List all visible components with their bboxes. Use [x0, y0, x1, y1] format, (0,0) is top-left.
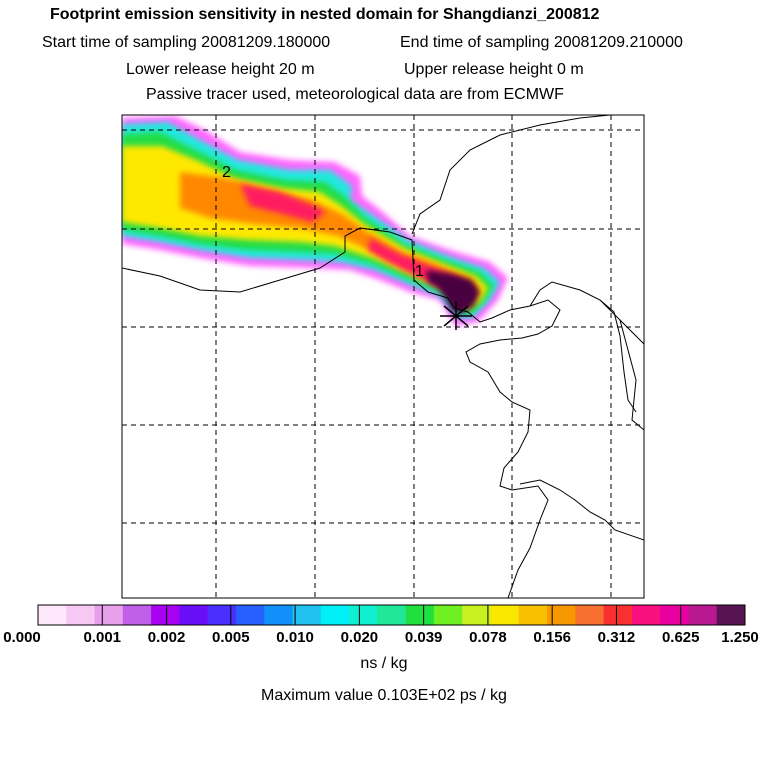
- receptor-marker: [440, 302, 472, 330]
- colorbar-swatch: [38, 605, 67, 625]
- colorbar-swatch: [179, 605, 209, 625]
- units-label: ns / kg: [360, 655, 408, 672]
- colorbar: [37, 604, 746, 626]
- colorbar-swatch: [688, 605, 718, 625]
- colorbar-tick-label: 0.000: [3, 629, 41, 646]
- colorbar-swatch: [490, 605, 520, 625]
- colorbar-tick-label: 0.010: [276, 629, 314, 646]
- tracer-note: Passive tracer used, meteorological data…: [146, 86, 564, 103]
- lat-lon-grid: [122, 115, 644, 598]
- coastlines: [122, 115, 644, 598]
- colorbar-swatch: [405, 605, 435, 625]
- colorbar-tick-label: 0.156: [533, 629, 571, 646]
- colorbar-swatch: [66, 605, 96, 625]
- upper-release-height: Upper release height 0 m: [404, 61, 584, 78]
- plume-layer-max: [426, 270, 480, 314]
- map-frame: [121, 114, 645, 599]
- colorbar-swatch: [518, 605, 548, 625]
- colorbar-swatch: [603, 605, 633, 625]
- colorbar-swatch: [433, 605, 463, 625]
- colorbar-tick-label: 0.002: [147, 629, 186, 646]
- chart-title: Footprint emission sensitivity in nested…: [50, 6, 600, 23]
- colorbar-swatch: [320, 605, 350, 625]
- colorbar-swatch: [462, 605, 491, 625]
- colorbar-tick-label: 0.020: [340, 629, 379, 646]
- start-time: Start time of sampling 20081209.180000: [42, 34, 331, 51]
- colorbar-swatch: [235, 605, 265, 625]
- colorbar-swatch: [292, 605, 322, 625]
- colorbar-tick-label: 0.001: [83, 629, 122, 646]
- colorbar-swatch: [349, 605, 378, 625]
- colorbar-swatch: [94, 605, 124, 625]
- colorbar-swatch: [122, 605, 152, 625]
- colorbar-swatch: [547, 605, 576, 625]
- colorbar-swatch: [716, 605, 746, 625]
- map-label-1: 1: [415, 263, 424, 280]
- colorbar-tick-label: 0.005: [212, 629, 250, 646]
- colorbar-tick-label: 0.078: [469, 629, 507, 646]
- colorbar-swatch: [575, 605, 605, 625]
- colorbar-swatch: [151, 605, 180, 625]
- colorbar-border: [37, 604, 746, 626]
- end-time: End time of sampling 20081209.210000: [400, 34, 683, 51]
- maximum-value-label: Maximum value 0.103E+02 ps / kg: [261, 687, 507, 704]
- colorbar-tick-label: 0.625: [661, 629, 700, 646]
- colorbar-swatch: [631, 605, 661, 625]
- colorbar-swatch: [264, 605, 294, 625]
- lower-release-height: Lower release height 20 m: [126, 61, 315, 78]
- colorbar-tick-label: 0.312: [597, 629, 636, 646]
- colorbar-swatch: [207, 605, 237, 625]
- colorbar-swatch: [377, 605, 407, 625]
- colorbar-swatch: [660, 605, 689, 625]
- colorbar-tick-label: 0.039: [404, 629, 443, 646]
- plume-field: [122, 116, 508, 326]
- map-label-2: 2: [222, 164, 231, 181]
- colorbar-tick-label: 1.250: [721, 629, 759, 646]
